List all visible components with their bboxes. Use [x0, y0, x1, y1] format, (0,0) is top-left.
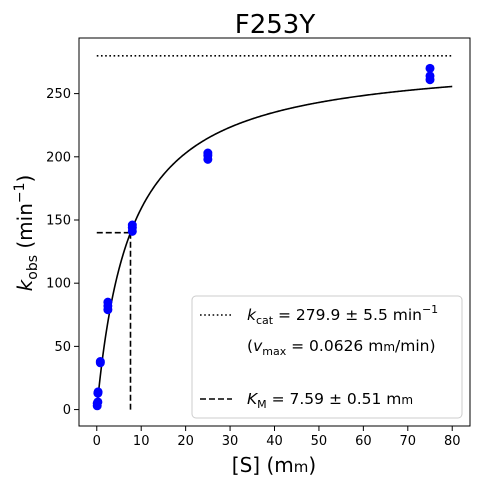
x-tick-label: 10 [133, 434, 150, 449]
x-tick-label: 20 [177, 434, 194, 449]
y-axis-ticks: 0 50 100 150 200 250 [46, 87, 79, 418]
data-point [127, 220, 137, 230]
x-axis-title-main: [S] (m [232, 453, 294, 477]
legend-vmax-sub: max [262, 345, 286, 358]
x-axis-title-close: ) [308, 453, 316, 477]
x-tick-label: 50 [311, 434, 328, 449]
legend-vmax-value: = 0.0626 m [286, 337, 383, 355]
legend-kcat-sup: −1 [422, 303, 438, 316]
legend-km-value: = 7.59 ± 0.51 m [267, 390, 402, 408]
legend-kcat-value: = 279.9 ± 5.5 min [273, 306, 422, 324]
data-point [425, 63, 435, 73]
y-axis-title-unit: (min [13, 203, 37, 255]
legend-vmax-label: (vmax = 0.0626 mm/min) [247, 337, 436, 358]
y-tick-label: 150 [46, 213, 71, 228]
y-tick-label: 200 [46, 150, 71, 165]
x-axis-title: [S] (mm) [232, 453, 316, 477]
x-tick-label: 70 [400, 434, 417, 449]
legend-kcat-k: k [247, 306, 257, 324]
y-tick-label: 50 [54, 340, 71, 355]
y-tick-label: 100 [46, 277, 71, 292]
legend-kcat-sub: cat [256, 314, 274, 327]
y-tick-label: 250 [46, 87, 71, 102]
y-axis-title: kobs (min−1) [12, 175, 41, 292]
x-axis-title-unit: m [294, 458, 309, 476]
x-tick-label: 0 [93, 434, 101, 449]
legend-kcat-label: kcat = 279.9 ± 5.5 min−1 [247, 303, 438, 327]
legend-vmax-unit: m [383, 340, 395, 354]
legend-frame [191, 295, 463, 419]
legend-vmax-v: v [253, 337, 263, 355]
x-axis-ticks: 0 10 20 30 40 50 60 70 80 [93, 426, 461, 449]
y-axis-title-sup: −1 [12, 182, 28, 203]
data-point [203, 148, 213, 158]
data-point [93, 397, 103, 407]
y-tick-label: 0 [63, 403, 71, 418]
legend: kcat = 279.9 ± 5.5 min−1 (vmax = 0.0626 … [191, 295, 463, 419]
y-axis-title-close: ) [13, 175, 37, 183]
legend-vmax-rest: /min) [395, 337, 436, 355]
legend-km-label: KM = 7.59 ± 0.51 mm [247, 390, 413, 411]
legend-km-sub: M [257, 398, 267, 411]
x-tick-label: 80 [444, 434, 461, 449]
x-tick-label: 30 [222, 434, 239, 449]
plot-area [92, 55, 453, 411]
legend-vmax-open: ( [247, 337, 253, 355]
legend-km-unit: m [401, 393, 413, 407]
x-tick-label: 40 [266, 434, 283, 449]
x-tick-label: 60 [355, 434, 372, 449]
legend-km-k: K [247, 390, 259, 408]
data-point [425, 71, 435, 81]
y-axis-title-k: k [13, 278, 37, 291]
chart-title: F253Y [235, 10, 316, 40]
data-point [93, 387, 103, 397]
data-point [103, 297, 113, 307]
y-axis-title-sub: obs [25, 255, 41, 280]
data-point [95, 357, 105, 367]
fit-curve [95, 85, 453, 410]
